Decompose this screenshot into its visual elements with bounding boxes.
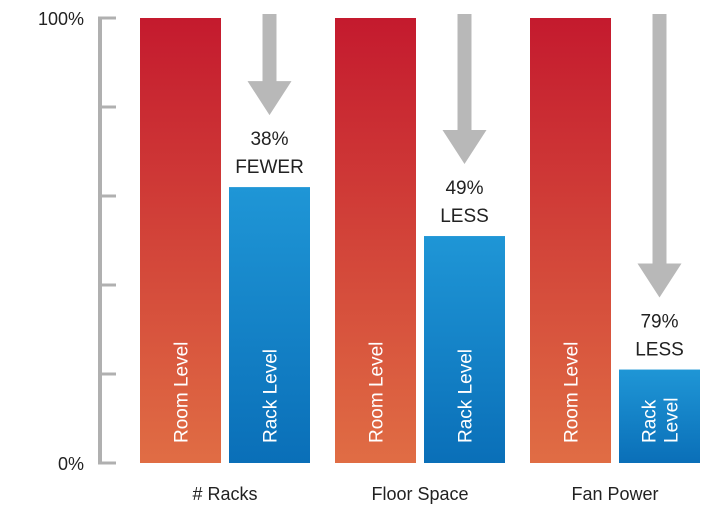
x-category-label: Fan Power bbox=[571, 484, 658, 504]
bar-label-rack-level: Rack Level bbox=[261, 349, 282, 443]
bar-rack-level bbox=[229, 187, 310, 463]
bar-room-level bbox=[530, 18, 611, 463]
reduction-percent-label: 79% bbox=[640, 312, 678, 333]
bar-label-rack-level: Rack Level bbox=[456, 349, 477, 443]
bar-label-room-level: Room Level bbox=[172, 342, 193, 443]
bar-room-level bbox=[335, 18, 416, 463]
bars bbox=[140, 18, 700, 463]
down-arrow-icon bbox=[442, 14, 487, 165]
reduction-word-label: LESS bbox=[440, 206, 489, 227]
reduction-word-label: LESS bbox=[635, 340, 684, 361]
bar-label-rack-level: Rack bbox=[640, 399, 661, 443]
bar-rack-level bbox=[424, 236, 505, 463]
x-category-label: # Racks bbox=[192, 484, 257, 504]
y-axis: 100% 0% bbox=[38, 9, 116, 474]
down-arrow-icon bbox=[637, 14, 682, 298]
reduction-percent-label: 49% bbox=[445, 178, 483, 199]
bar-label-room-level: Room Level bbox=[367, 342, 388, 443]
down-arrow-icon bbox=[247, 14, 292, 116]
y-tick-label: 0% bbox=[58, 454, 84, 474]
bar-label-rack-level: Level bbox=[662, 398, 683, 443]
y-tick-label: 100% bbox=[38, 9, 84, 29]
x-category-label: Floor Space bbox=[371, 484, 468, 504]
arrows bbox=[247, 14, 682, 298]
bar-rack-level bbox=[619, 369, 700, 463]
labels: Room Level Rack Level 38% FEWER # Racks Room … bbox=[172, 129, 684, 504]
reduction-word-label: FEWER bbox=[235, 157, 304, 178]
reduction-percent-label: 38% bbox=[250, 129, 288, 150]
bar-label-room-level: Room Level bbox=[562, 342, 583, 443]
bar-room-level bbox=[140, 18, 221, 463]
